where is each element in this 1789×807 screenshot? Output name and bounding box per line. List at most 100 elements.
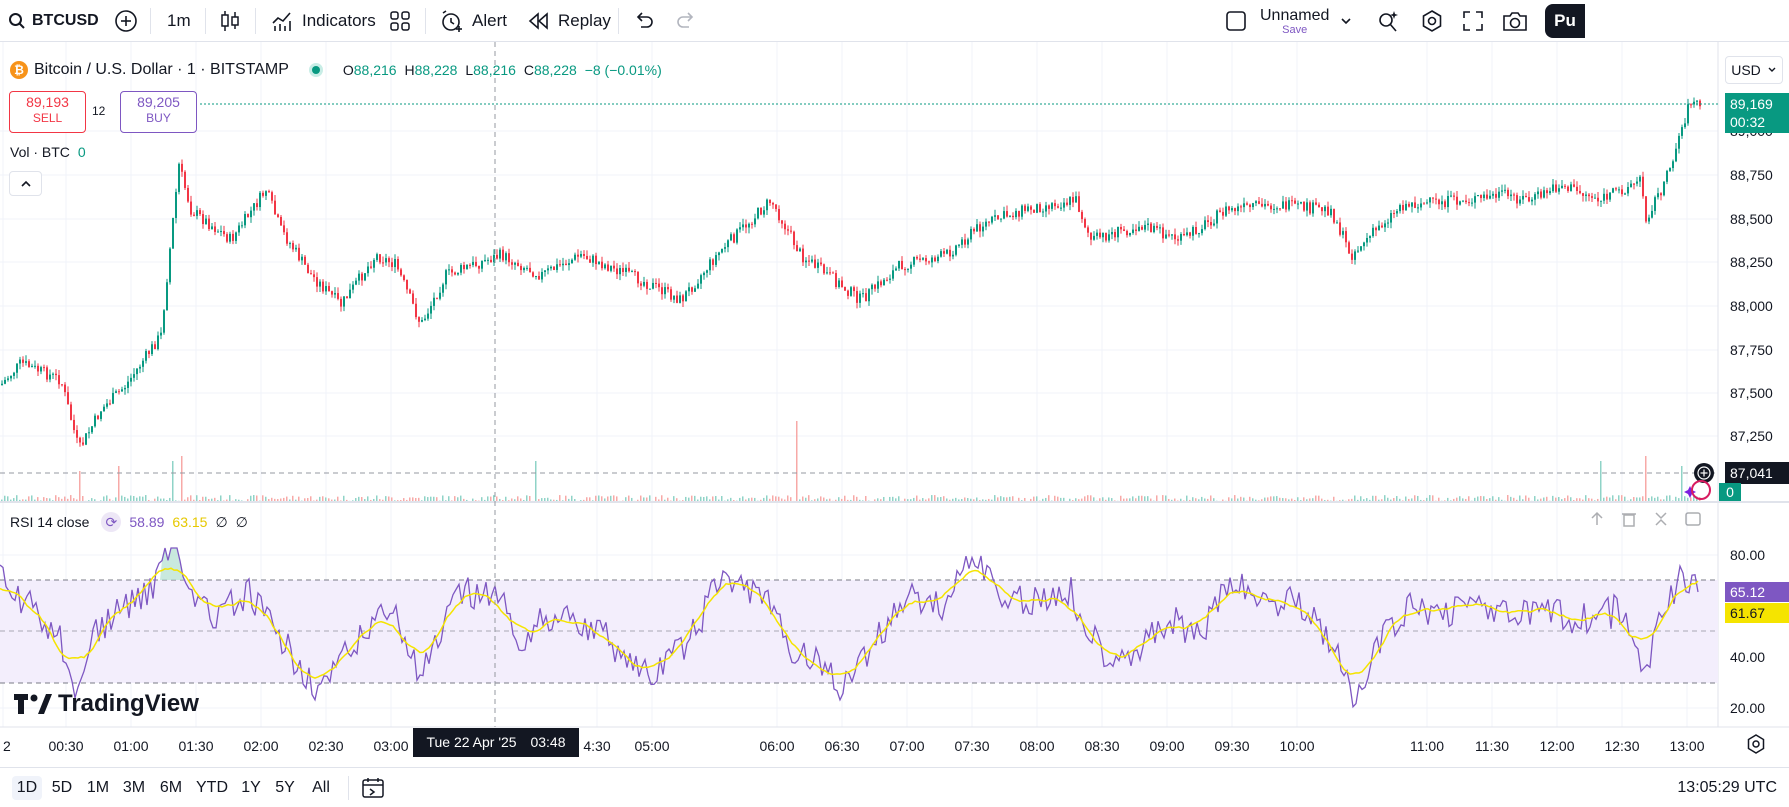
volume-bar xyxy=(727,499,729,501)
add-alert-plus-button[interactable] xyxy=(1694,463,1714,483)
arrow-up-icon[interactable] xyxy=(1588,510,1606,528)
trash-icon[interactable] xyxy=(1620,510,1638,528)
chart-canvas[interactable]: 89,000 88,750 88,500 88,250 88,000 87,75… xyxy=(0,42,1789,767)
symbol-legend[interactable]: ₿ Bitcoin / U.S. Dollar · 1 · BITSTAMP O… xyxy=(10,60,662,80)
time-tick: 12:00 xyxy=(1539,738,1574,754)
volume-bar xyxy=(1003,497,1005,501)
candle-body xyxy=(718,252,720,256)
fullscreen-button[interactable] xyxy=(1462,0,1484,42)
go-to-date-button[interactable] xyxy=(361,776,387,800)
volume-bar xyxy=(1363,499,1365,501)
chart-type-button[interactable] xyxy=(219,0,241,42)
volume-bar xyxy=(1063,497,1065,501)
undo-button[interactable] xyxy=(633,0,655,42)
candle-body xyxy=(226,234,228,242)
collapse-icon[interactable] xyxy=(1652,510,1670,528)
candle-body xyxy=(940,251,942,257)
symbol-search[interactable]: BTCUSD xyxy=(8,0,99,42)
range-ytd[interactable]: YTD xyxy=(196,779,228,796)
candle-body xyxy=(262,192,264,196)
candle-body xyxy=(184,171,186,188)
tradingview-logo[interactable]: TradingView xyxy=(14,690,199,717)
range-3m[interactable]: 3M xyxy=(122,779,146,796)
candle-body xyxy=(613,265,615,269)
volume-bar xyxy=(46,498,48,501)
redo-button[interactable] xyxy=(675,0,697,42)
volume-bar xyxy=(544,498,546,501)
range-5y[interactable]: 5Y xyxy=(275,779,295,796)
candle-body xyxy=(277,214,279,217)
volume-bar xyxy=(1189,499,1191,501)
volume-bar xyxy=(436,497,438,501)
range-1m[interactable]: 1M xyxy=(86,779,110,796)
candle-body xyxy=(1117,226,1119,238)
volume-bar xyxy=(1384,495,1386,501)
volume-bar xyxy=(682,500,684,501)
settings-button[interactable] xyxy=(1420,0,1444,42)
candle-body xyxy=(1678,135,1680,149)
time-axis-labels[interactable]: 2 00:30 01:00 01:30 02:00 02:30 03:00 4:30 05:00… xyxy=(3,738,1705,754)
chart-settings-button[interactable] xyxy=(1744,732,1768,756)
volume-legend[interactable]: Vol · BTC 0 xyxy=(10,143,86,161)
candle-body xyxy=(1486,194,1488,199)
layout-menu[interactable]: Unnamed Save xyxy=(1260,0,1329,42)
candle-body xyxy=(541,271,543,280)
ai-sparkle-button[interactable] xyxy=(1684,474,1712,500)
candle-body xyxy=(967,239,969,245)
market-status-icon[interactable] xyxy=(308,63,323,77)
volume-bar xyxy=(388,496,390,501)
publish-button[interactable]: Pu xyxy=(1545,4,1585,38)
currency-selector[interactable]: USD xyxy=(1725,56,1783,84)
buy-button[interactable]: 89,205 BUY xyxy=(120,91,197,133)
range-1y[interactable]: 1Y xyxy=(241,779,261,796)
layout-toggle-button[interactable] xyxy=(1225,0,1247,42)
candle-body xyxy=(523,267,525,271)
candle-body xyxy=(520,265,522,271)
volume-bar xyxy=(1354,495,1356,501)
utc-clock[interactable]: 13:05:29 UTC xyxy=(1677,779,1777,796)
candle-body xyxy=(838,280,840,288)
candle-body xyxy=(697,283,699,289)
candle-body xyxy=(319,281,321,287)
toolbar-divider xyxy=(150,8,151,34)
rsi-legend[interactable]: RSI 14 close ⟳ 58.89 63.15 ∅ ∅ xyxy=(10,512,248,532)
candle-body xyxy=(181,163,183,172)
candle-body xyxy=(310,273,312,275)
candle-body xyxy=(514,262,516,265)
volume-bar xyxy=(424,496,426,501)
maximize-icon[interactable] xyxy=(1684,510,1702,528)
candle-body xyxy=(4,379,6,384)
compare-symbol-button[interactable] xyxy=(114,0,138,42)
volume-bar xyxy=(610,495,612,501)
volume-bar xyxy=(307,498,309,501)
candle-body xyxy=(700,275,702,284)
range-all[interactable]: All xyxy=(312,779,330,796)
collapse-legend-button[interactable] xyxy=(9,171,42,196)
range-5d[interactable]: 5D xyxy=(51,779,73,796)
indicators-button[interactable]: Indicators xyxy=(270,0,376,42)
candle-body xyxy=(1501,190,1503,192)
quick-search-button[interactable] xyxy=(1377,0,1401,42)
volume-bar xyxy=(1243,497,1245,501)
range-6m[interactable]: 6M xyxy=(159,779,183,796)
volume-bar xyxy=(58,497,60,501)
candle-body xyxy=(1483,194,1485,199)
interval-button[interactable]: 1m xyxy=(167,0,191,42)
layout-dropdown-button[interactable] xyxy=(1339,0,1353,42)
volume-bar xyxy=(421,500,423,501)
templates-button[interactable] xyxy=(389,0,411,42)
volume-bar xyxy=(631,497,633,501)
sell-button[interactable]: 89,193 SELL xyxy=(9,91,86,133)
candle-body xyxy=(1198,233,1200,235)
range-1d[interactable]: 1D xyxy=(12,776,42,800)
refresh-icon[interactable]: ⟳ xyxy=(101,512,122,532)
candle-body xyxy=(1237,206,1239,212)
candle-body xyxy=(565,263,567,266)
volume-bar xyxy=(1201,496,1203,501)
snapshot-button[interactable] xyxy=(1502,0,1528,42)
candle-body xyxy=(199,210,201,215)
volume-bar xyxy=(706,496,708,501)
alert-button[interactable]: Alert xyxy=(440,0,507,42)
candle-body xyxy=(571,259,573,264)
replay-button[interactable]: Replay xyxy=(528,0,611,42)
